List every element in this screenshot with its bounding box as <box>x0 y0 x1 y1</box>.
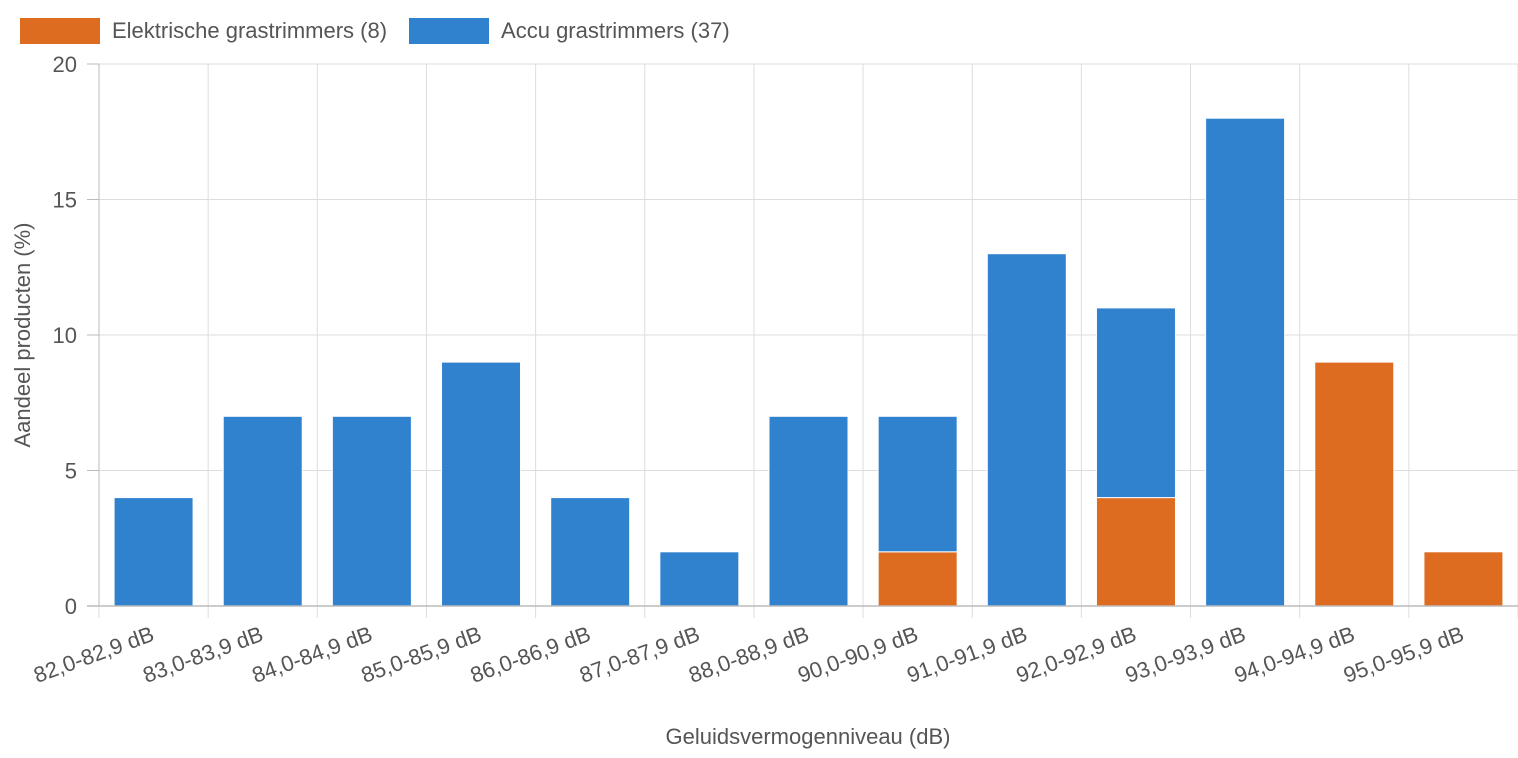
x-tick-label: 93,0-93,9 dB <box>1122 621 1249 688</box>
bar-elektrisch[interactable] <box>877 551 958 607</box>
x-tick-label: 85,0-85,9 dB <box>358 621 485 688</box>
bar-accu[interactable] <box>222 415 303 607</box>
y-tick-label: 0 <box>65 594 77 619</box>
y-tick-label: 20 <box>53 52 77 77</box>
bar-accu[interactable] <box>768 415 849 607</box>
x-tick-label: 94,0-94,9 dB <box>1231 621 1358 688</box>
y-axis-title: Aandeel producten (%) <box>10 222 35 447</box>
bars <box>113 117 1504 607</box>
x-tick-label: 90,0-90,9 dB <box>794 621 921 688</box>
y-tick-label: 5 <box>65 459 77 484</box>
bar-accu[interactable] <box>113 497 194 607</box>
bar-accu[interactable] <box>550 497 631 607</box>
legend: Elektrische grastrimmers (8) Accu grastr… <box>20 18 752 44</box>
bar-accu[interactable] <box>1095 307 1176 499</box>
bar-accu[interactable] <box>659 551 740 607</box>
x-tick-label: 91,0-91,9 dB <box>904 621 1031 688</box>
x-tick-label: 95,0-95,9 dB <box>1340 621 1467 688</box>
bar-elektrisch[interactable] <box>1314 361 1395 607</box>
bar-accu[interactable] <box>331 415 412 607</box>
x-tick-label: 86,0-86,9 dB <box>467 621 594 688</box>
bar-elektrisch[interactable] <box>1423 551 1504 607</box>
bar-elektrisch[interactable] <box>1095 497 1176 607</box>
legend-swatch-accu <box>409 18 490 44</box>
x-tick-label: 88,0-88,9 dB <box>685 621 812 688</box>
x-tick-label: 83,0-83,9 dB <box>140 621 267 688</box>
x-tick-label: 84,0-84,9 dB <box>249 621 376 688</box>
legend-item-accu[interactable]: Accu grastrimmers (37) <box>409 18 730 44</box>
bar-accu[interactable] <box>986 253 1067 607</box>
bar-accu[interactable] <box>441 361 522 607</box>
legend-label-elektrisch: Elektrische grastrimmers (8) <box>112 18 388 43</box>
x-tick-label: 82,0-82,9 dB <box>30 621 157 688</box>
y-tick-label: 15 <box>53 188 77 213</box>
x-axis-title: Geluidsvermogenniveau (dB) <box>666 724 951 749</box>
x-tick-label: 87,0-87,9 dB <box>576 621 703 688</box>
bar-accu[interactable] <box>1205 117 1286 607</box>
legend-label-accu: Accu grastrimmers (37) <box>501 18 730 43</box>
x-tick-label: 92,0-92,9 dB <box>1013 621 1140 688</box>
y-tick-label: 10 <box>53 323 77 348</box>
legend-swatch-elektrisch <box>20 18 100 44</box>
legend-item-elektrisch[interactable]: Elektrische grastrimmers (8) <box>20 18 387 44</box>
bar-accu[interactable] <box>877 415 958 553</box>
axes <box>87 63 1518 607</box>
